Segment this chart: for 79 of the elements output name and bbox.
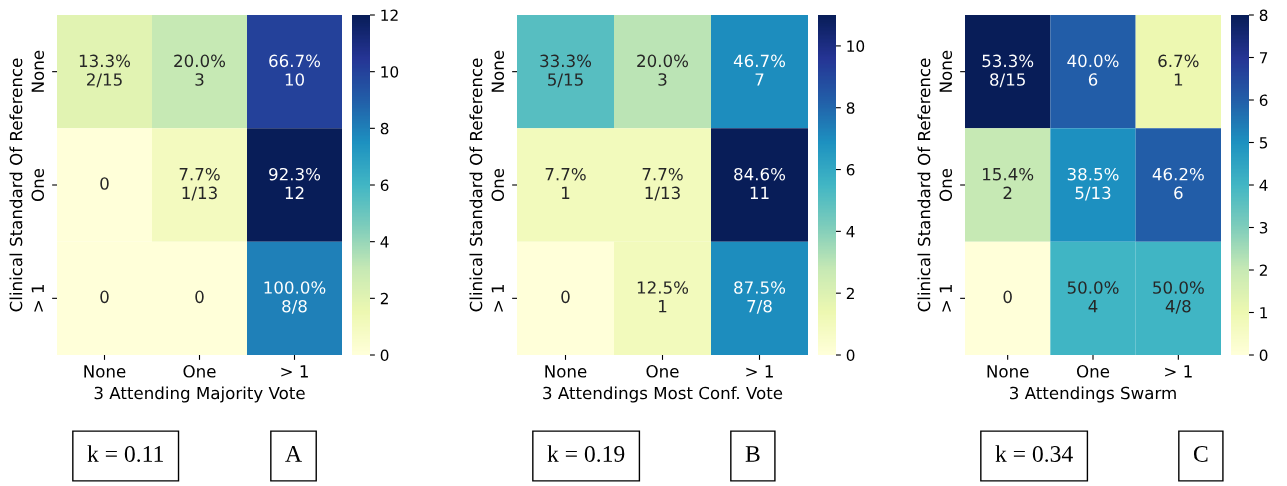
text: B: [745, 446, 760, 462]
y-axis-title: Clinical Standard Of Reference: [469, 58, 483, 312]
x-tick-label: One: [1076, 365, 1110, 378]
data-label: 40.0% 6: [1067, 54, 1119, 86]
color-bar-label: 0: [1259, 349, 1268, 362]
color-bar-label: 5: [1259, 137, 1268, 149]
data-label: 0: [1003, 290, 1012, 304]
x-tick-label: None: [84, 365, 126, 378]
x-tick-label: > 1: [281, 365, 308, 378]
text: k = 0.19: [547, 445, 625, 463]
data-label: 50.0% 4/8: [1153, 281, 1204, 314]
color-bar-label: 1: [1260, 307, 1268, 319]
x-axis-title: 3 Attendings Swarm: [1010, 386, 1176, 403]
color-bar-label: 8: [846, 102, 855, 114]
x-tick-label: > 1: [1165, 365, 1192, 378]
data-label: 100.0% 8/8: [264, 281, 326, 314]
data-label: 13.3% 2/15: [79, 54, 131, 88]
data-label: 7.7% 1/13: [179, 167, 220, 201]
text: k = 0.34: [995, 445, 1073, 463]
data-label: 33.3% 5/15: [540, 54, 592, 88]
text: C: [1193, 446, 1208, 462]
data-label: 20.0% 3: [174, 54, 226, 86]
data-label: 0: [561, 290, 570, 304]
color-bar-label: 4: [1259, 179, 1268, 191]
y-tick-label: One: [31, 168, 45, 202]
data-label: 66.7% 10: [269, 54, 321, 86]
color-bar-label: 4: [846, 226, 855, 238]
data-label: 6.7% 1: [1158, 54, 1199, 86]
data-label: 46.7% 7: [733, 54, 786, 86]
color-bar-label: 2: [1259, 264, 1267, 276]
y-tick-label: None: [31, 50, 45, 92]
y-tick-label: One: [939, 168, 953, 202]
color-bar-label: 6: [1259, 94, 1268, 107]
data-label: 50.0% 4: [1067, 281, 1119, 313]
color-bar-label: 0: [846, 349, 855, 362]
y-tick-label: None: [939, 50, 953, 92]
color-bar-label: 3: [1259, 221, 1268, 234]
y-tick-label: One: [491, 168, 505, 202]
data-label: 7.7% 1/13: [642, 167, 683, 201]
x-axis-title: 3 Attendings Most Conf. Vote: [543, 386, 783, 403]
color-bar-label: 10: [847, 40, 865, 52]
data-label: 87.5% 7/8: [734, 281, 786, 314]
color-bar-label: 8: [1259, 9, 1268, 22]
color-bar-label: 6: [846, 164, 855, 176]
data-label: 20.0% 3: [637, 54, 689, 86]
data-label: 12.5% 1: [637, 281, 689, 313]
x-tick-label: > 1: [746, 365, 773, 378]
y-axis-title: Clinical Standard Of Reference: [917, 58, 931, 312]
data-label: 84.6% 11: [734, 167, 786, 199]
data-label: 53.3% 8/15: [982, 54, 1034, 88]
color-bar-label: 2: [846, 287, 854, 299]
color-bar-label: 8: [380, 122, 389, 135]
data-label: 46.2% 6: [1152, 167, 1204, 200]
color-bar-label: 10: [381, 66, 399, 78]
y-tick-label: > 1: [491, 284, 504, 312]
data-label: 0: [195, 290, 204, 304]
y-tick-label: > 1: [31, 284, 44, 312]
color-bar-label: 2: [380, 292, 388, 305]
x-tick-label: One: [646, 365, 679, 378]
data-label: 0: [100, 177, 109, 190]
color-bar-label: 6: [380, 179, 389, 192]
color-bar-label: 0: [380, 349, 389, 362]
text: k = 0.11: [87, 445, 163, 463]
y-axis-title: Clinical Standard Of Reference: [9, 58, 23, 312]
data-label: 92.3% 12: [269, 167, 321, 199]
x-tick-label: None: [987, 365, 1029, 378]
data-label: 15.4% 2: [983, 167, 1034, 199]
x-tick-label: One: [183, 365, 216, 378]
y-tick-label: None: [491, 50, 505, 92]
color-bar-label: 12: [381, 9, 398, 21]
x-axis-title: 3 Attending Majority Vote: [94, 386, 305, 403]
x-tick-label: None: [545, 365, 587, 378]
y-tick-label: > 1: [939, 284, 952, 312]
data-label: 0: [100, 290, 109, 304]
data-label: 7.7% 1: [545, 167, 586, 199]
text: A: [285, 446, 302, 462]
color-bar-label: 7: [1259, 52, 1268, 64]
data-label: 38.5% 5/13: [1067, 167, 1119, 201]
color-bar-label: 4: [380, 236, 389, 248]
